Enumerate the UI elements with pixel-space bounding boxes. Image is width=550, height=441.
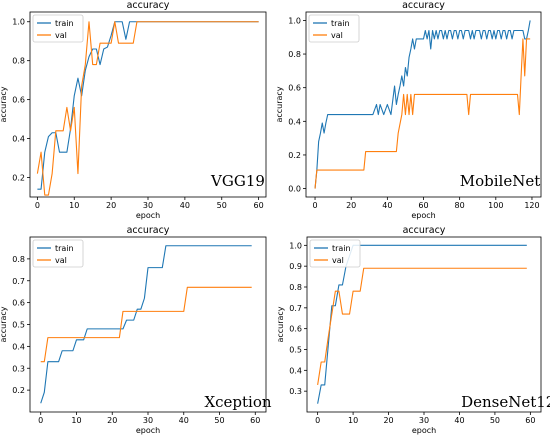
y-tick-label: 0.4 [289, 366, 302, 375]
y-tick-label: 0.8 [288, 50, 301, 59]
x-tick-label: 60 [254, 201, 264, 210]
y-axis-label: accuracy [0, 86, 8, 122]
chart-panel-3: accuracy 0 10 20 30 40 50 60 0.2 0.3 0.4 0.5 0.6 0.7 0… [0, 225, 272, 435]
y-tick-label: 0.2 [288, 151, 301, 160]
x-tick-label: 120 [524, 201, 539, 210]
x-tick-label: 40 [180, 201, 190, 210]
x-tick-label: 20 [107, 416, 117, 425]
series-line-train [40, 245, 252, 404]
legend-label-train: train [55, 244, 74, 253]
y-axis-label: accuracy [275, 86, 284, 122]
y-tick-label: 0.4 [288, 117, 301, 126]
y-tick-label: 0.5 [12, 321, 25, 330]
x-tick-label: 20 [346, 201, 356, 210]
x-tick-label: 50 [217, 201, 227, 210]
legend-label-val: val [331, 31, 343, 40]
x-tick-label: 0 [35, 201, 40, 210]
series-line-train [37, 21, 259, 190]
y-tick-label: 0.7 [12, 277, 25, 286]
y-tick-label: 0.8 [289, 283, 302, 292]
y-tick-label: 0.3 [289, 387, 302, 396]
x-tick-label: 40 [179, 416, 189, 425]
x-tick-label: 30 [419, 416, 429, 425]
series-line-val [36, 21, 259, 196]
y-axis-label: accuracy [276, 306, 285, 342]
model-name-annotation: MobileNet [460, 172, 541, 190]
y-tick-label: 0.0 [288, 185, 301, 194]
y-tick-label: 0.2 [12, 386, 25, 395]
chart-panel-1: accuracy 0 10 20 30 40 50 60 0.2 0.4 0.6 0.8 1.0 epoc… [0, 0, 267, 220]
x-tick-label: 30 [143, 201, 153, 210]
x-tick-label: 20 [383, 416, 393, 425]
legend: train val [309, 239, 361, 268]
y-tick-label: 0.6 [289, 325, 302, 334]
x-tick-label: 20 [106, 201, 116, 210]
y-axis-label: accuracy [0, 306, 8, 342]
x-axis-label: epoch [411, 211, 435, 220]
series-line-val [317, 267, 527, 386]
x-tick-label: 60 [250, 416, 260, 425]
legend: train val [308, 14, 360, 43]
x-tick-label: 10 [69, 201, 79, 210]
y-tick-label: 1.0 [289, 241, 302, 250]
legend: train val [32, 239, 84, 268]
x-tick-label: 10 [348, 416, 358, 425]
model-name-annotation: Xception [204, 393, 271, 411]
y-tick-label: 0.5 [289, 346, 302, 355]
legend-label-train: train [332, 244, 351, 253]
x-tick-label: 0 [38, 416, 43, 425]
y-tick-label: 0.7 [289, 304, 302, 313]
legend-label-train: train [55, 19, 74, 28]
x-tick-label: 60 [525, 416, 535, 425]
chart-panel-4: accuracy 0 10 20 30 40 50 60 0.3 0.4 0.5 0.6 0.7 0.8 0… [276, 225, 550, 435]
y-tick-label: 0.8 [12, 57, 25, 66]
chart-title: accuracy [402, 0, 445, 11]
x-tick-label: 100 [488, 201, 503, 210]
legend-label-train: train [331, 19, 350, 28]
y-tick-label: 1.0 [12, 18, 25, 27]
x-axis-label: epoch [136, 211, 160, 220]
y-tick-label: 0.3 [12, 364, 25, 373]
series-line-train [314, 20, 531, 189]
y-tick-label: 0.6 [288, 84, 301, 93]
series-line-val [314, 38, 531, 189]
y-tick-label: 1.0 [288, 16, 301, 25]
y-tick-label: 0.4 [12, 135, 25, 144]
x-tick-label: 50 [490, 416, 500, 425]
y-tick-label: 0.2 [12, 174, 25, 183]
model-name-annotation: DenseNet121 [461, 393, 550, 411]
x-tick-label: 30 [143, 416, 153, 425]
x-axis-label: epoch [136, 426, 160, 435]
x-tick-label: 40 [382, 201, 392, 210]
chart-title: accuracy [127, 0, 170, 11]
legend-label-val: val [332, 256, 344, 265]
chart-panel-2: accuracy 0 20 40 60 80 100 120 0.0 0.2 0.4 0.6 0.8 1.… [275, 0, 542, 220]
legend-label-val: val [55, 256, 67, 265]
y-tick-label: 0.6 [12, 96, 25, 105]
x-tick-label: 10 [71, 416, 81, 425]
legend-label-val: val [55, 31, 67, 40]
x-tick-label: 50 [214, 416, 224, 425]
x-tick-label: 0 [315, 416, 320, 425]
x-tick-label: 0 [312, 201, 317, 210]
series-line-train [317, 244, 527, 404]
legend: train val [32, 14, 84, 43]
y-tick-label: 0.8 [12, 255, 25, 264]
x-axis-label: epoch [412, 426, 436, 435]
y-tick-label: 0.4 [12, 342, 25, 351]
x-tick-label: 60 [418, 201, 428, 210]
x-tick-label: 40 [454, 416, 464, 425]
model-name-annotation: VGG19 [210, 172, 265, 190]
y-tick-label: 0.6 [12, 299, 25, 308]
x-tick-label: 80 [455, 201, 465, 210]
series-line-val [40, 286, 252, 363]
chart-title: accuracy [403, 225, 446, 236]
chart-title: accuracy [127, 225, 170, 236]
y-tick-label: 0.9 [289, 262, 302, 271]
